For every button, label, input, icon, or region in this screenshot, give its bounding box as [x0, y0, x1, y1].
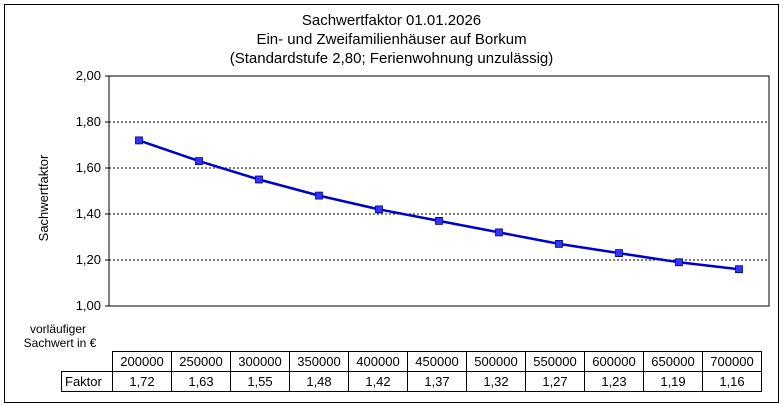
table-cell-faktor: 1,72: [112, 371, 172, 392]
table-cell-faktor: 1,63: [171, 371, 231, 392]
data-point: [135, 136, 143, 145]
table-cell-sachwert: 500000: [466, 351, 526, 372]
table-cell-faktor: 1,42: [348, 371, 408, 392]
chart-title-line-2: Ein- und Zweifamilienhäuser auf Borkum: [256, 31, 527, 48]
chart-title-line-1: Sachwertfaktor 01.01.2026: [301, 12, 482, 29]
plot-area-border: [108, 75, 770, 307]
y-tick-label: 1,80: [76, 114, 101, 129]
table-row-faktor: Faktor 1,72 1,63 1,55 1,48 1,42 1,37 1,32 1,27 1…: [61, 371, 762, 392]
y-axis-label: Sachwertfaktor: [36, 154, 51, 241]
table-cell-sachwert: 200000: [112, 351, 172, 372]
table-cell-faktor: 1,19: [643, 371, 703, 392]
table-cell-faktor: 1,16: [702, 371, 762, 392]
x-axis-label-line-1: vorläufiger: [29, 322, 87, 336]
table-cell-faktor: 1,23: [584, 371, 644, 392]
data-point: [195, 157, 203, 166]
y-tick-label: 2,00: [76, 68, 101, 83]
data-point: [615, 249, 623, 258]
table-cell-faktor: 1,32: [466, 371, 526, 392]
table-cell-sachwert: 700000: [702, 351, 762, 372]
table-cell-faktor: 1,37: [407, 371, 467, 392]
data-point: [435, 216, 443, 225]
table-row-sachwert: 200000 250000 300000 350000 400000 450000 5000…: [62, 351, 762, 372]
series-line: [138, 139, 740, 271]
table-row-label: Faktor: [61, 371, 113, 392]
table-corner-cell: [62, 352, 113, 372]
y-tick-label: 1,00: [76, 298, 101, 313]
x-axis-label-line-2: Sachwert in €: [23, 336, 97, 350]
data-point: [255, 175, 263, 184]
data-point: [675, 258, 683, 267]
table-cell-sachwert: 250000: [171, 351, 231, 372]
data-point: [555, 239, 563, 248]
y-tick-label: 1,20: [76, 252, 101, 267]
table-cell-sachwert: 650000: [643, 351, 703, 372]
y-tick-label: 1,60: [76, 160, 101, 175]
chart-title-line-3: (Standardstufe 2,80; Ferienwohnung unzul…: [229, 50, 554, 67]
table-cell-sachwert: 400000: [348, 351, 408, 372]
table-cell-sachwert: 550000: [525, 351, 585, 372]
table-cell-sachwert: 450000: [407, 351, 467, 372]
data-point: [495, 228, 503, 237]
table-cell-sachwert: 350000: [289, 351, 349, 372]
table-cell-sachwert: 600000: [584, 351, 644, 372]
data-point: [735, 265, 743, 274]
chart-frame: [4, 4, 779, 403]
data-point: [315, 191, 323, 200]
table-cell-faktor: 1,48: [289, 371, 349, 392]
table-cell-faktor: 1,27: [525, 371, 585, 392]
table-cell-sachwert: 300000: [230, 351, 290, 372]
table-cell-faktor: 1,55: [230, 371, 290, 392]
data-point: [375, 205, 383, 214]
data-table: 200000 250000 300000 350000 400000 450000 5000…: [61, 351, 762, 392]
y-tick-label: 1,40: [76, 206, 101, 221]
